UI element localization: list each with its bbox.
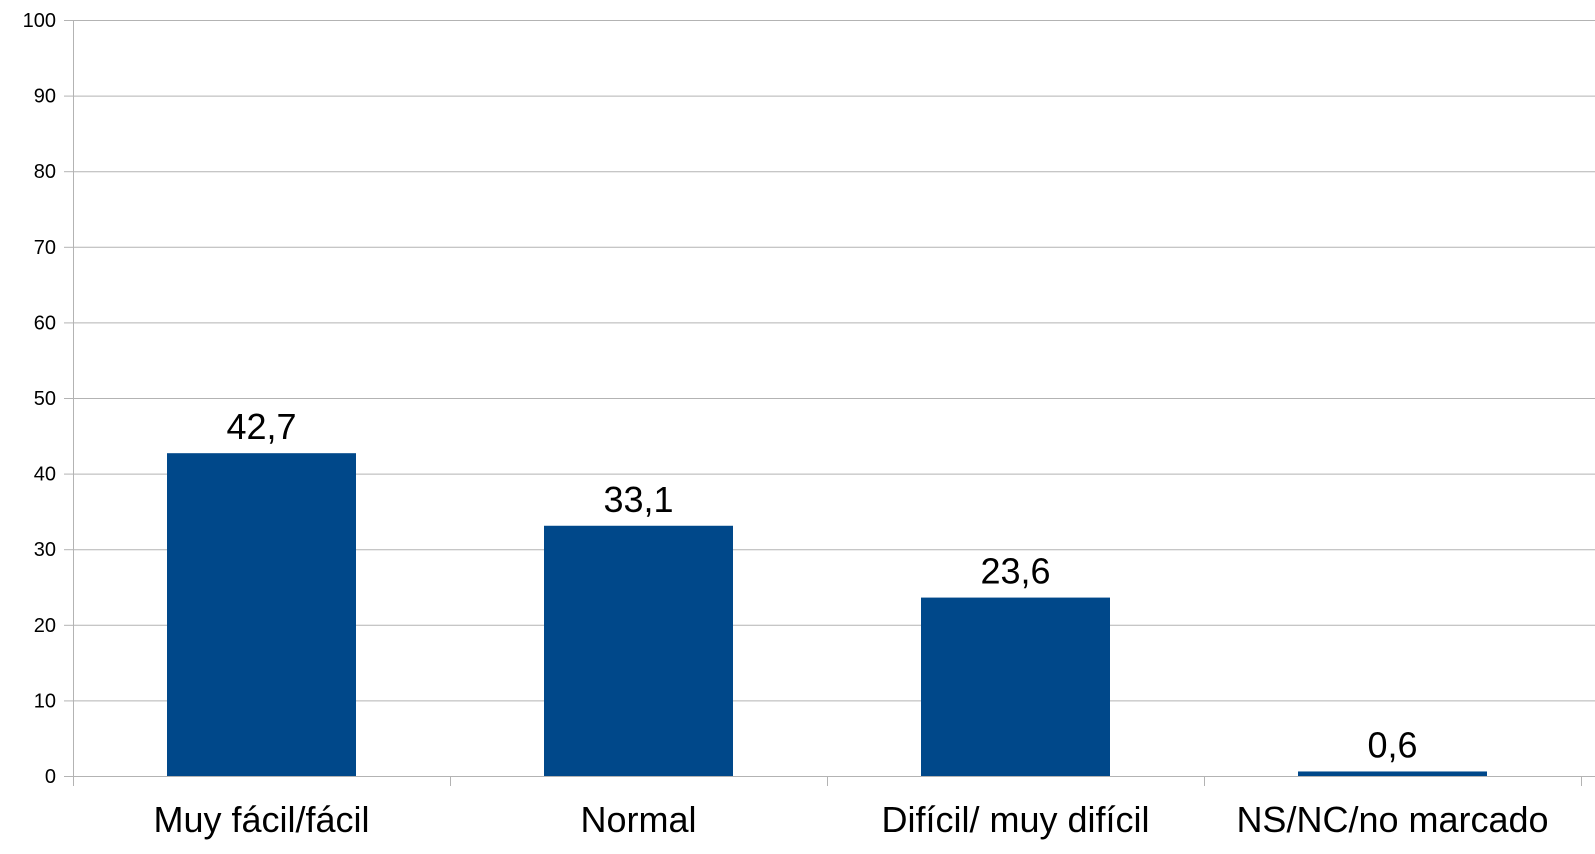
bar (544, 525, 733, 776)
y-tick-label: 60 (34, 312, 56, 334)
data-label: 33,1 (603, 479, 673, 520)
y-tick-label: 80 (34, 161, 56, 183)
y-tick-label: 40 (34, 464, 56, 486)
y-tick-label: 50 (34, 388, 56, 410)
data-label: 42,7 (226, 406, 296, 447)
axes (64, 20, 1595, 786)
y-tick-label: 100 (23, 10, 56, 32)
x-tick-label: Difícil/ muy difícil (881, 799, 1149, 840)
y-tick-label: 0 (45, 766, 56, 788)
bar (167, 453, 356, 776)
x-axis-tick-labels: Muy fácil/fácil Normal Difícil/ muy difíci… (153, 799, 1548, 840)
y-tick-label: 10 (34, 690, 56, 712)
bar (921, 597, 1110, 776)
y-tick-label: 90 (34, 86, 56, 108)
bar (1298, 771, 1487, 776)
x-tick-label: NS/NC/no marcado (1236, 799, 1548, 840)
x-tick-label: Muy fácil/fácil (153, 799, 369, 840)
y-axis-tick-labels: 0 10 20 30 40 50 60 70 80 90 100 (23, 10, 56, 788)
x-tick-label: Normal (580, 799, 696, 840)
data-label: 0,6 (1367, 724, 1417, 765)
y-tick-label: 20 (34, 615, 56, 637)
y-tick-label: 30 (34, 539, 56, 561)
y-tick-label: 70 (34, 237, 56, 259)
data-labels: 42,7 33,1 23,6 0,6 (226, 406, 1417, 765)
bars (167, 453, 1487, 776)
data-label: 23,6 (980, 551, 1050, 592)
